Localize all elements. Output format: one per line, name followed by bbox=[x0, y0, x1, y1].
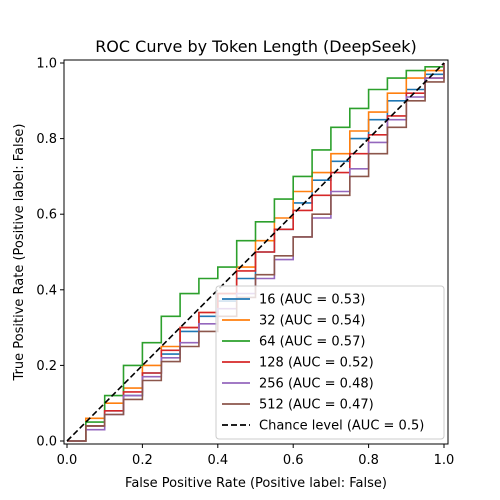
x-tick-label: 0.4 bbox=[207, 453, 228, 468]
chart-title: ROC Curve by Token Length (DeepSeek) bbox=[95, 37, 417, 56]
x-tick-label: 1.0 bbox=[434, 453, 455, 468]
y-axis-label: True Positive Rate (Positive label: Fals… bbox=[12, 124, 27, 382]
x-axis-label: False Positive Rate (Positive label: Fal… bbox=[125, 476, 387, 491]
legend-label-5: 512 (AUC = 0.47) bbox=[259, 398, 374, 413]
y-tick-label: 0.8 bbox=[36, 132, 57, 147]
y-tick-label: 0.4 bbox=[36, 283, 57, 298]
x-tick-label: 0.2 bbox=[132, 453, 153, 468]
legend-label-6: Chance level (AUC = 0.5) bbox=[259, 419, 424, 434]
legend-label-2: 64 (AUC = 0.57) bbox=[259, 335, 365, 350]
y-tick-label: 0.6 bbox=[36, 208, 57, 223]
x-tick-label: 0.6 bbox=[283, 453, 304, 468]
legend-label-4: 256 (AUC = 0.48) bbox=[259, 377, 374, 392]
series-layer bbox=[66, 62, 445, 442]
series-line-5 bbox=[67, 63, 445, 442]
legend-label-1: 32 (AUC = 0.54) bbox=[259, 314, 365, 329]
x-tick-label: 0.8 bbox=[358, 453, 379, 468]
legend: 16 (AUC = 0.53) 32 (AUC = 0.54) 64 (AUC = … bbox=[215, 285, 445, 440]
x-tick-label: 0.0 bbox=[57, 453, 78, 468]
y-tick-label: 1.0 bbox=[36, 57, 57, 72]
legend-box bbox=[215, 285, 445, 440]
series-line-6 bbox=[66, 62, 445, 442]
legend-label-3: 128 (AUC = 0.52) bbox=[259, 356, 374, 371]
y-tick-label: 0.0 bbox=[36, 435, 57, 450]
series-line-2 bbox=[67, 63, 445, 442]
y-tick-label: 0.2 bbox=[36, 359, 57, 374]
ticks-layer: 0.0 0.2 0.4 0.6 0.8 1.0 0.0 0.2 0.4 0.6 0.8 1.0 bbox=[36, 57, 454, 469]
legend-label-0: 16 (AUC = 0.53) bbox=[259, 293, 365, 308]
plot-area-frame bbox=[63, 59, 449, 445]
